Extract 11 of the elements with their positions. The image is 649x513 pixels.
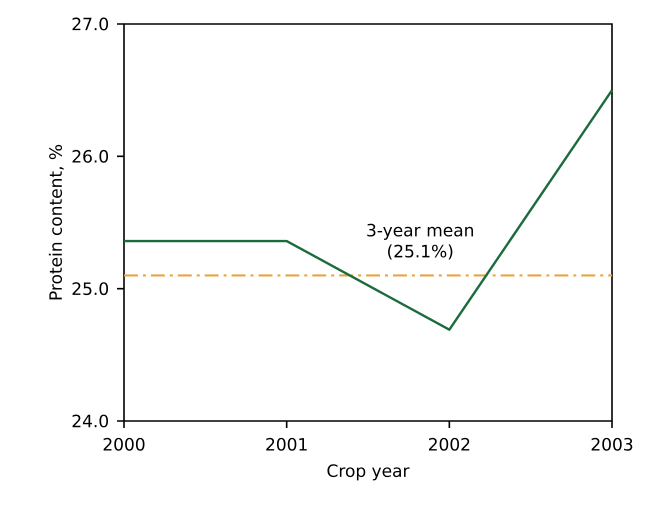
- x-tick-label: 2003: [592, 438, 632, 451]
- y-tick-label: 25.0: [72, 282, 108, 296]
- x-tick-label: 2000: [104, 438, 144, 451]
- y-tick-label: 24.0: [72, 414, 108, 428]
- ref-line-label: 3-year mean (25.1%): [367, 224, 473, 260]
- y-tick-label: 26.0: [72, 150, 108, 163]
- y-tick-label: 27.0: [72, 18, 108, 30]
- x-axis-title: Crop year: [327, 464, 410, 480]
- x-tick-label: 2002: [428, 438, 470, 451]
- x-tick-label: 2001: [266, 438, 307, 451]
- y-axis-title: Protein content, %: [48, 144, 64, 300]
